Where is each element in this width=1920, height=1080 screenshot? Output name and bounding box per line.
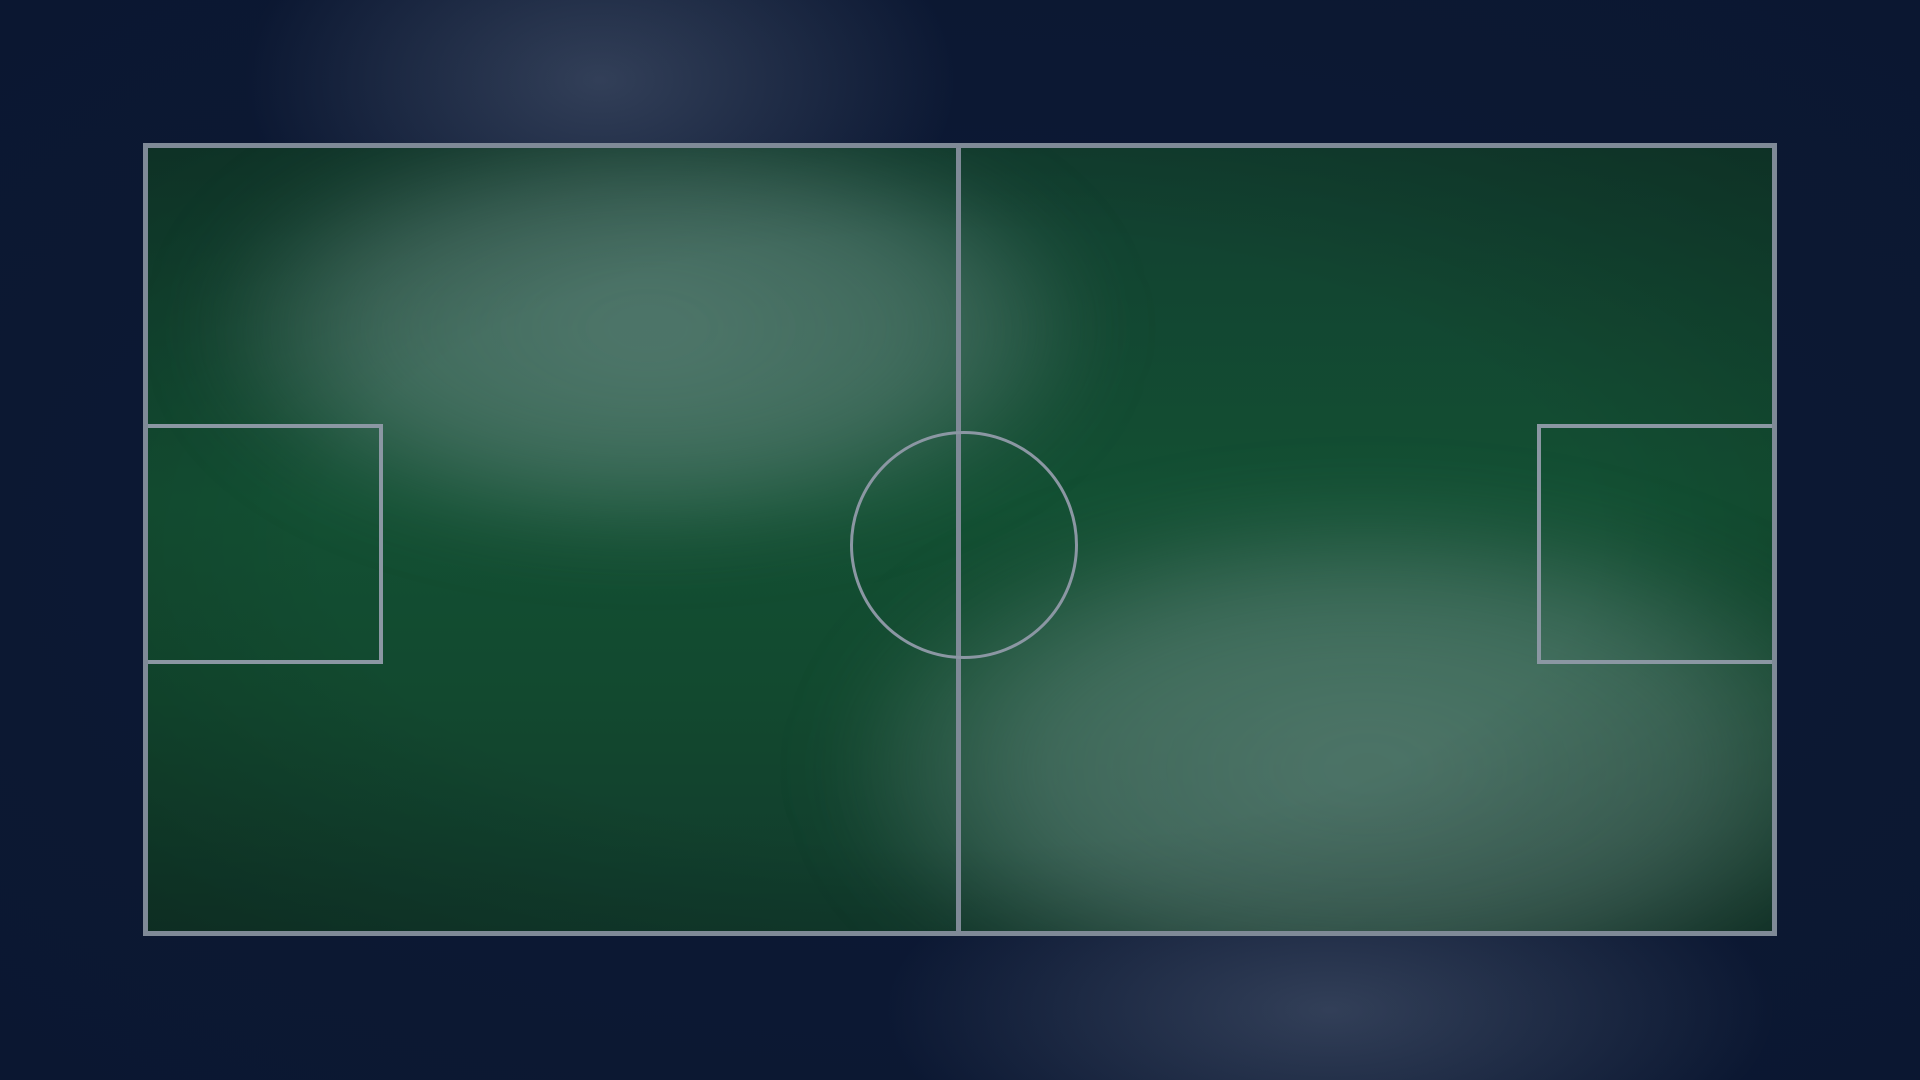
penalty-box-left	[148, 424, 383, 664]
football-pitch	[143, 143, 1777, 936]
penalty-box-right	[1537, 424, 1772, 664]
center-circle	[850, 431, 1078, 659]
